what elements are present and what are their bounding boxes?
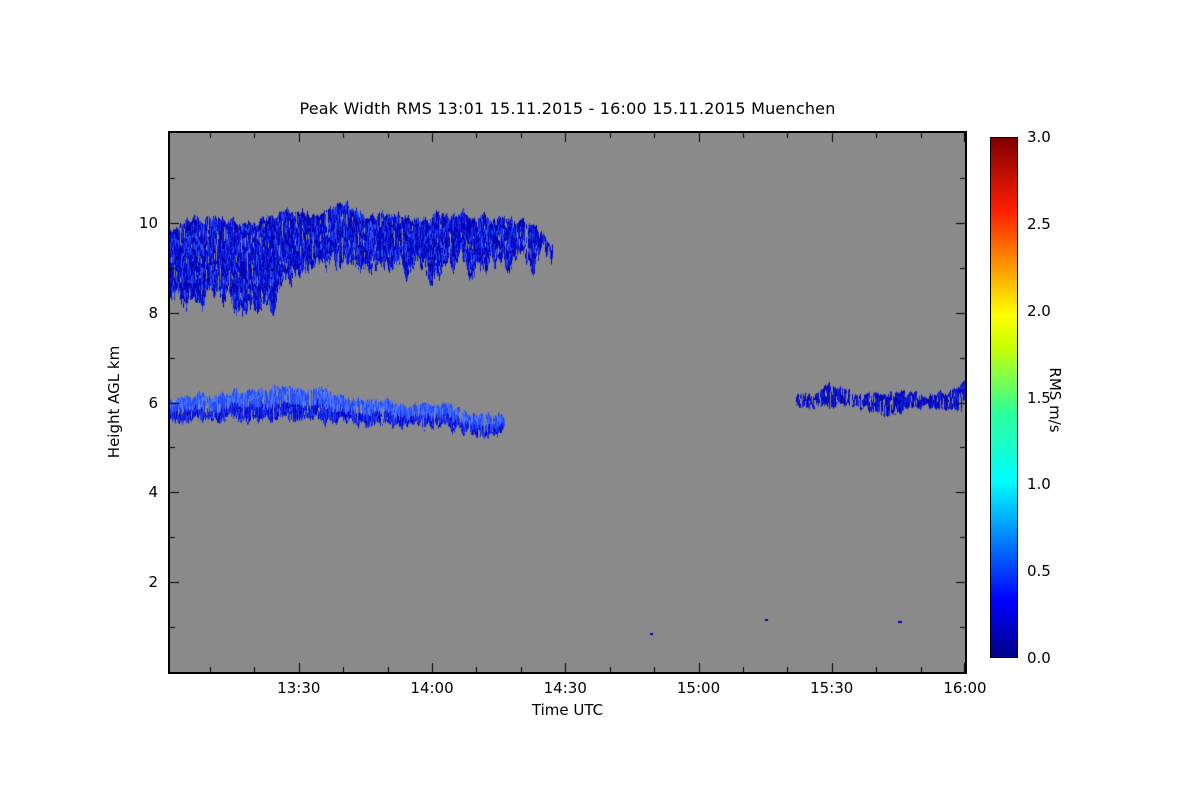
colorbar-tick-label: 0.5 — [1027, 562, 1051, 581]
colorbar-tick-label: 2.0 — [1027, 301, 1051, 320]
y-tick-label: 4 — [148, 483, 158, 502]
colorbar-tick-label: 1.0 — [1027, 475, 1051, 494]
colorbar — [990, 137, 1018, 658]
y-tick-label: 6 — [148, 393, 158, 412]
x-tick-label: 13:30 — [277, 679, 321, 697]
colorbar-tick-label: 0.0 — [1027, 649, 1051, 667]
colorbar-tick-label: 2.5 — [1027, 214, 1051, 233]
colorbar-tick-label: 3.0 — [1027, 128, 1051, 146]
x-tick-label: 15:00 — [676, 679, 721, 697]
x-axis-title: Time UTC — [531, 701, 604, 719]
x-tick-label: 16:00 — [943, 679, 987, 697]
x-tick-label: 14:30 — [543, 679, 587, 697]
y-tick-label: 2 — [148, 573, 158, 592]
chart-title: Peak Width RMS 13:01 15.11.2015 - 16:00 … — [299, 99, 836, 118]
plot-canvas — [170, 133, 965, 672]
y-tick-label: 8 — [148, 303, 158, 322]
x-tick-label: 15:30 — [810, 679, 854, 697]
colorbar-tick-label: 1.5 — [1027, 388, 1051, 407]
plot-area — [168, 131, 967, 674]
y-tick-label: 10 — [138, 213, 158, 232]
x-tick-label: 14:00 — [410, 679, 454, 697]
colorbar-title: RMS m/s — [1046, 367, 1064, 433]
